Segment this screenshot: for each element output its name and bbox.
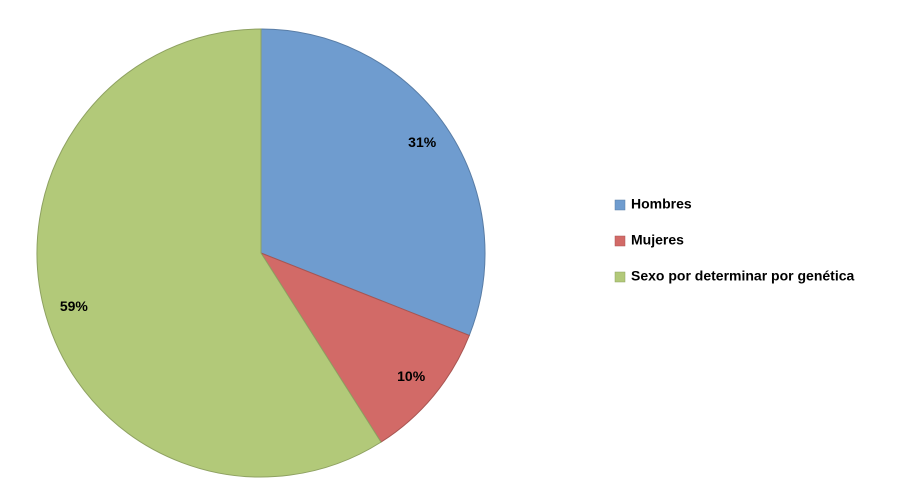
data-label: 59% [60,298,89,314]
legend-label: Sexo por determinar por genética [631,268,854,284]
pie-slice [259,251,470,443]
legend-swatch [614,235,626,247]
pie-slice [36,28,382,478]
data-label: 10% [397,368,426,384]
legend-swatch [614,199,626,211]
legend-swatch [614,271,626,283]
data-label: 31% [408,134,437,150]
legend-label: Mujeres [631,232,684,248]
pie-slice [260,28,486,337]
legend-label: Hombres [631,196,692,212]
